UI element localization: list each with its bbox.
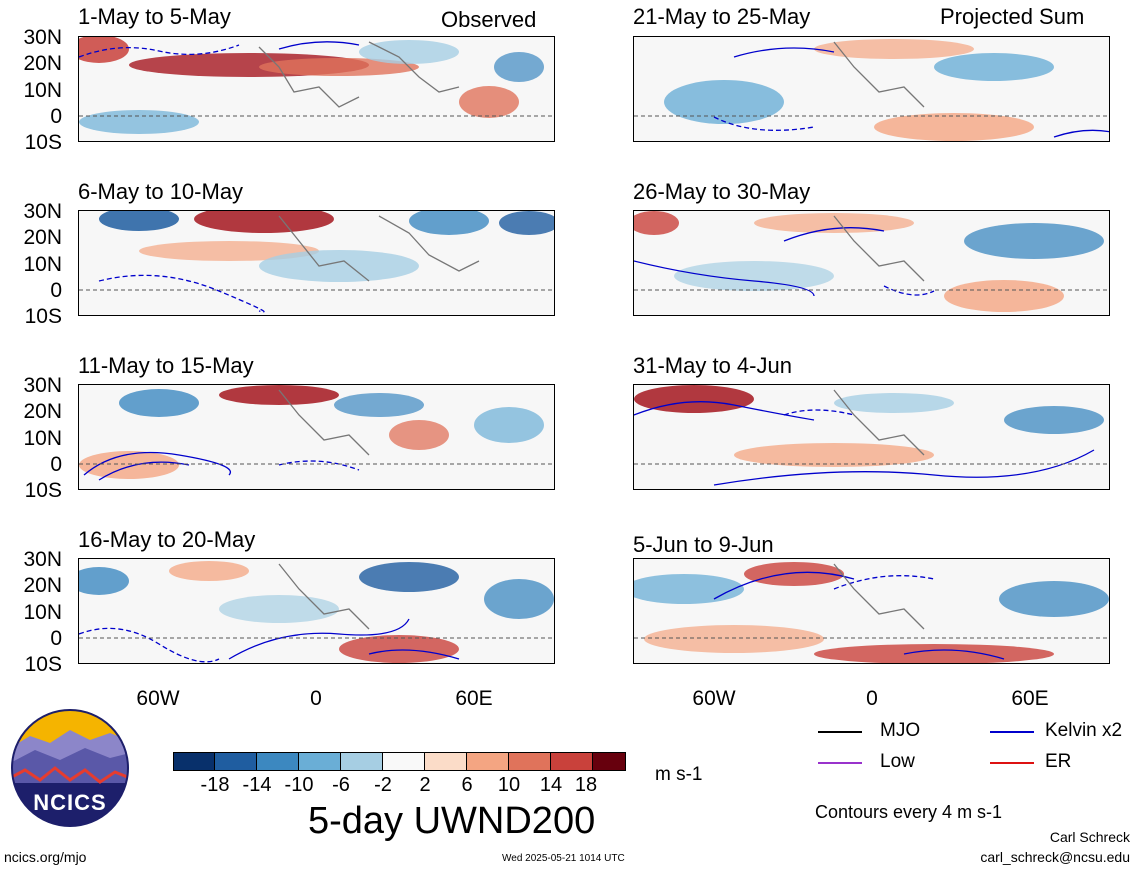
panel-title: 21-May to 25-May: [633, 4, 811, 29]
lat-label: 0: [50, 105, 62, 128]
colorbar-tick-label: 6: [461, 774, 473, 796]
lon-label: 60W: [692, 687, 736, 710]
lat-label: 10S: [24, 479, 62, 502]
logo-text: NCICS: [33, 790, 107, 815]
colorbar-tick-label: -2: [374, 774, 392, 796]
colorbar-tick-label: 2: [419, 774, 431, 796]
colorbar-tick-label: 14: [539, 774, 563, 796]
lat-label: 20N: [23, 400, 62, 423]
lat-label: 10N: [23, 601, 62, 624]
map-panel-proj-4: [633, 558, 1110, 664]
map-panel-proj-1: [633, 36, 1110, 142]
colorbar-cell: [425, 752, 467, 771]
variable-title: 5-day UWND200: [308, 800, 596, 842]
legend-label: Low: [880, 751, 915, 772]
lat-label: 30N: [23, 200, 62, 223]
colorbar-cell: [551, 752, 593, 771]
lat-label: 10S: [24, 305, 62, 328]
lon-label: 0: [310, 687, 322, 710]
colorbar-tick-label: -10: [284, 774, 314, 796]
lat-label: 0: [50, 453, 62, 476]
lat-label: 10N: [23, 253, 62, 276]
lat-label: 30N: [23, 374, 62, 397]
lat-label: 10S: [24, 653, 62, 676]
footer-url[interactable]: ncics.org/mjo: [4, 849, 87, 865]
lat-label: 20N: [23, 574, 62, 597]
lat-label: 30N: [23, 26, 62, 49]
panel-title: 11-May to 15-May: [78, 353, 254, 378]
colorbar-cell: [215, 752, 257, 771]
mjo-legend-line: [818, 731, 862, 733]
panel-title: 31-May to 4-Jun: [633, 353, 792, 378]
kelvin-legend-line: [990, 731, 1034, 733]
lat-label: 0: [50, 627, 62, 650]
lat-label: 30N: [23, 548, 62, 571]
low-legend-line: [818, 762, 862, 764]
colorbar-cell: [173, 752, 215, 771]
lon-label: 60E: [1011, 687, 1049, 710]
er-legend-line: [990, 762, 1034, 764]
colorbar-tick-label: -6: [332, 774, 350, 796]
lat-label: 20N: [23, 226, 62, 249]
footer-timestamp: Wed 2025-05-21 1014 UTC: [502, 853, 625, 864]
panel-title: 6-May to 10-May: [78, 179, 244, 204]
lat-label: 20N: [23, 52, 62, 75]
map-panel-obs-2: [78, 210, 555, 316]
footer-email[interactable]: carl_schreck@ncsu.edu: [980, 849, 1130, 865]
colorbar-cell: [383, 752, 425, 771]
colorbar-tick-label: 10: [497, 774, 521, 796]
observed-label: Observed: [441, 7, 537, 32]
footer-author: Carl Schreck: [1049, 829, 1130, 845]
map-panel-proj-3: [633, 384, 1110, 490]
lon-label: 60W: [136, 687, 180, 710]
colorbar-cell: [257, 752, 299, 771]
map-panel-obs-3: [78, 384, 555, 490]
map-panel-obs-4: [78, 558, 555, 664]
projected-sum-label: Projected Sum: [940, 4, 1085, 29]
legend-label: ER: [1045, 751, 1072, 772]
colorbar-cell: [509, 752, 551, 771]
colorbar-cell: [299, 752, 341, 771]
panel-title: 1-May to 5-May: [78, 4, 231, 29]
panel-title: 16-May to 20-May: [78, 527, 256, 552]
colorbar-cell: [467, 752, 509, 771]
legend-label: MJO: [880, 720, 921, 741]
panel-title: 26-May to 30-May: [633, 179, 811, 204]
lat-label: 10S: [24, 131, 62, 154]
colorbar-tick-label: -14: [242, 774, 272, 796]
ncics-logo: NCICS: [10, 708, 130, 828]
lat-label: 10N: [23, 427, 62, 450]
lon-label: 60E: [455, 687, 493, 710]
lon-label: 0: [866, 687, 878, 710]
colorbar-cell: [341, 752, 383, 771]
legend-label: Kelvin x2: [1045, 720, 1123, 741]
panel-title: 5-Jun to 9-Jun: [633, 532, 774, 557]
map-panel-obs-1: [78, 36, 555, 142]
colorbar-frame: [173, 752, 626, 771]
lat-label: 0: [50, 279, 62, 302]
map-panel-proj-2: [633, 210, 1110, 316]
colorbar-cell: [593, 752, 626, 771]
colorbar-tick-label: 18: [574, 774, 598, 796]
colorbar-units: m s-1: [655, 764, 703, 785]
lat-label: 10N: [23, 79, 62, 102]
colorbar-tick-label: -18: [200, 774, 230, 796]
contour-note: Contours every 4 m s-1: [815, 802, 1003, 822]
